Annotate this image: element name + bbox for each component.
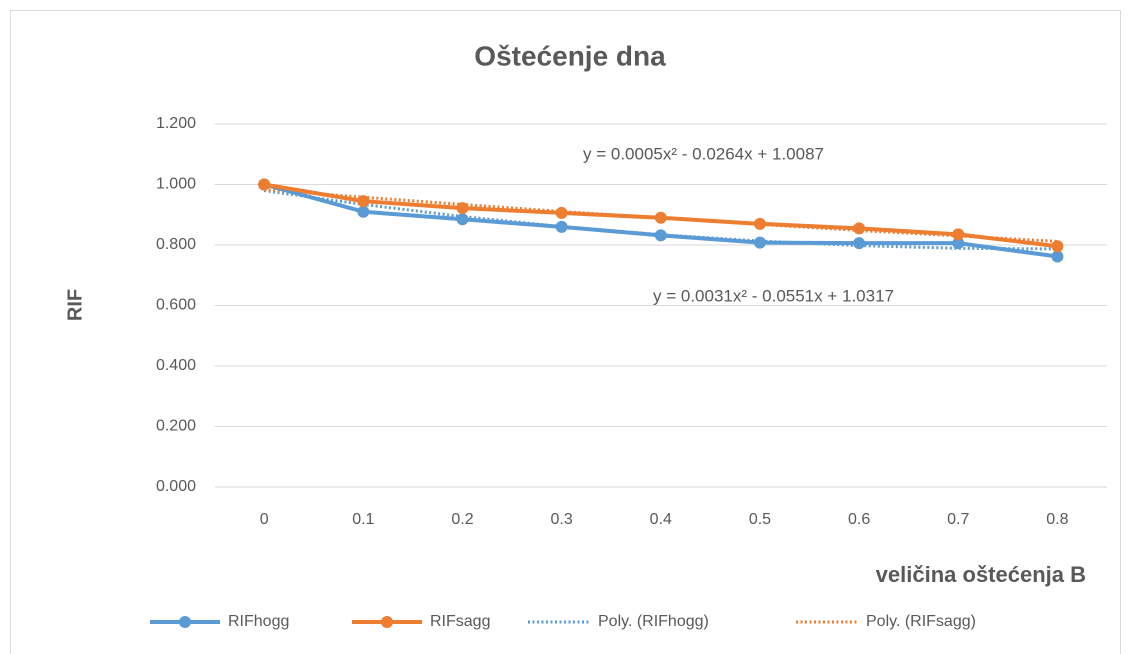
y-tick-label: 0.800 xyxy=(156,236,196,253)
marker xyxy=(654,211,667,224)
marker xyxy=(952,228,965,241)
marker xyxy=(357,195,370,208)
y-tick-label: 0.200 xyxy=(156,418,196,435)
y-tick-label: 0.400 xyxy=(156,357,196,374)
x-axis-title: veličina oštećenja B xyxy=(876,562,1086,587)
y-tick-label: 0.600 xyxy=(156,297,196,314)
x-tick-label: 0.4 xyxy=(650,511,672,528)
marker xyxy=(357,205,370,218)
x-tick-label: 0.5 xyxy=(749,511,771,528)
marker xyxy=(753,217,766,230)
y-tick-label: 1.000 xyxy=(156,176,196,193)
y-tick-label: 1.200 xyxy=(156,115,196,132)
x-tick-label: 0.7 xyxy=(947,511,969,528)
marker xyxy=(853,237,866,250)
x-tick-label: 0.8 xyxy=(1046,511,1068,528)
marker xyxy=(456,213,469,226)
x-tick-label: 0.1 xyxy=(352,511,374,528)
marker xyxy=(952,237,965,250)
x-tick-label: 0.3 xyxy=(551,511,573,528)
legend-label: Poly. (RIFsagg) xyxy=(866,613,976,630)
x-tick-label: 0.2 xyxy=(451,511,473,528)
legend-marker xyxy=(179,616,191,628)
marker xyxy=(853,222,866,235)
x-tick-label: 0 xyxy=(260,511,269,528)
chart-title: Oštećenje dna xyxy=(474,40,666,71)
annotation: y = 0.0005x² - 0.0264x + 1.0087 xyxy=(583,144,824,163)
legend-marker xyxy=(381,616,393,628)
marker xyxy=(456,202,469,215)
marker xyxy=(555,206,568,219)
annotation: y = 0.0031x² - 0.0551x + 1.0317 xyxy=(653,286,894,305)
chart-border xyxy=(10,10,1121,654)
marker xyxy=(1051,250,1064,263)
x-tick-label: 0.6 xyxy=(848,511,870,528)
y-axis-title: RIF xyxy=(64,289,86,321)
marker xyxy=(258,178,271,191)
legend-label: Poly. (RIFhogg) xyxy=(598,613,709,630)
legend-label: RIFsagg xyxy=(430,613,490,630)
marker xyxy=(654,229,667,242)
legend-label: RIFhogg xyxy=(228,613,289,630)
marker xyxy=(555,220,568,233)
marker xyxy=(1051,240,1064,253)
y-tick-label: 0.000 xyxy=(156,478,196,495)
marker xyxy=(753,236,766,249)
